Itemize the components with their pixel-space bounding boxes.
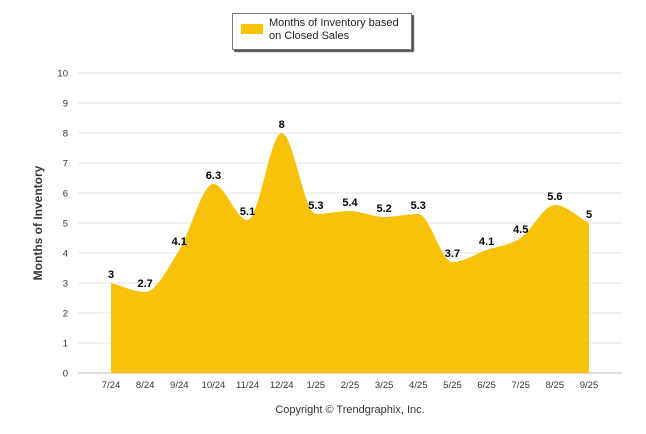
y-tick-label-2: 2 xyxy=(63,309,68,320)
y-axis-title: Months of Inventory xyxy=(31,165,45,280)
y-tick-label-1: 1 xyxy=(63,339,68,350)
data-label-4: 5.1 xyxy=(240,206,255,218)
legend-swatch xyxy=(241,24,263,34)
x-tick-label-11: 6/25 xyxy=(477,380,496,391)
x-tick-label-2: 9/24 xyxy=(170,380,189,391)
data-label-6: 5.3 xyxy=(308,200,323,212)
x-tick-label-0: 7/24 xyxy=(102,380,121,391)
data-label-3: 6.3 xyxy=(206,170,221,182)
data-label-5: 8 xyxy=(279,119,285,131)
x-tick-label-4: 11/24 xyxy=(236,380,259,391)
y-tick-label-6: 6 xyxy=(63,189,68,200)
x-axis-ticks: 7/24 8/24 9/24 10/24 11/24 12/24 1/25 2/25 3/25 4… xyxy=(102,380,599,391)
x-tick-label-8: 3/25 xyxy=(375,380,394,391)
y-tick-label-8: 8 xyxy=(63,129,68,140)
data-label-8: 5.2 xyxy=(376,203,391,215)
x-tick-label-1: 8/24 xyxy=(136,380,155,391)
data-label-13: 5.6 xyxy=(547,191,562,203)
x-tick-label-5: 12/24 xyxy=(270,380,294,391)
y-tick-label-9: 9 xyxy=(63,99,68,110)
y-tick-label-4: 4 xyxy=(63,249,68,260)
data-labels: 3 2.7 4.1 6.3 5.1 8 5.3 5.4 5.2 5.3 3.7 4.1 4.5 5.6 5 xyxy=(108,119,592,290)
data-label-10: 3.7 xyxy=(445,248,460,260)
y-tick-label-3: 3 xyxy=(63,279,68,290)
series-area xyxy=(111,133,589,373)
x-tick-label-10: 5/25 xyxy=(443,380,462,391)
x-tick-label-9: 4/25 xyxy=(409,380,428,391)
series-area-fill xyxy=(111,133,589,373)
data-label-9: 5.3 xyxy=(411,200,426,212)
x-tick-label-7: 2/25 xyxy=(341,380,360,391)
data-label-11: 4.1 xyxy=(479,236,494,248)
x-tick-label-13: 8/25 xyxy=(546,380,565,391)
legend: Months of Inventory based on Closed Sale… xyxy=(232,13,412,50)
y-axis-ticks: 0 1 2 3 4 5 6 7 8 9 10 xyxy=(57,69,68,380)
y-tick-label-7: 7 xyxy=(63,159,68,170)
y-tick-label-0: 0 xyxy=(63,369,68,380)
legend-label: Months of Inventory based on Closed Sale… xyxy=(269,17,399,42)
x-tick-label-12: 7/25 xyxy=(511,380,530,391)
data-label-14: 5 xyxy=(586,209,592,221)
data-label-7: 5.4 xyxy=(342,197,358,209)
y-tick-label-10: 10 xyxy=(57,69,68,80)
y-tick-label-5: 5 xyxy=(63,219,68,230)
copyright-text: Copyright © Trendgraphix, Inc. xyxy=(275,404,424,416)
data-label-1: 2.7 xyxy=(137,278,152,290)
x-tick-label-14: 9/25 xyxy=(580,380,599,391)
x-tick-label-3: 10/24 xyxy=(202,380,226,391)
data-label-0: 3 xyxy=(108,269,114,281)
data-label-2: 4.1 xyxy=(172,236,187,248)
x-tick-label-6: 1/25 xyxy=(307,380,326,391)
data-label-12: 4.5 xyxy=(513,224,528,236)
